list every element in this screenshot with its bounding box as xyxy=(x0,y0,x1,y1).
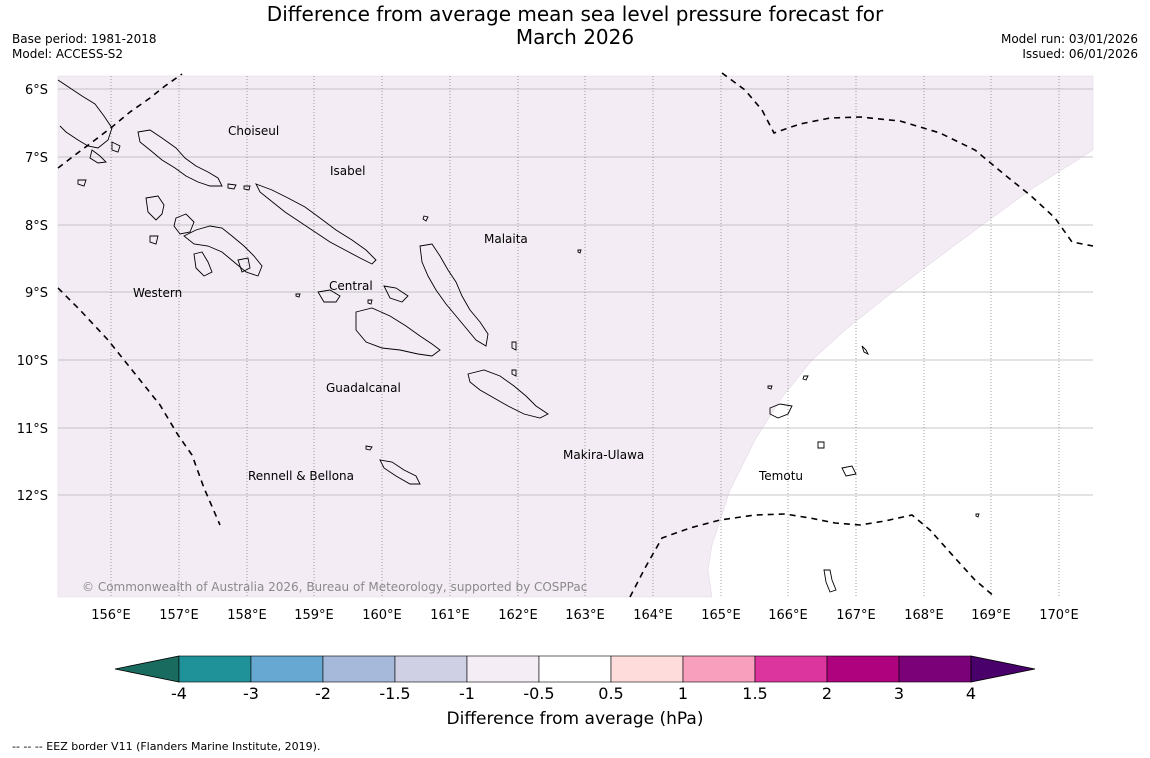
lat-axis: 6°S 7°S 8°S 9°S 10°S 11°S 12°S xyxy=(17,83,48,504)
colorbar-extend-low xyxy=(114,655,180,683)
lon-label: 168°E xyxy=(904,608,944,623)
colorbar-segment xyxy=(250,655,324,683)
lon-label: 159°E xyxy=(294,608,334,623)
colorbar-segment xyxy=(538,655,612,683)
label-temotu: Temotu xyxy=(758,469,803,483)
lat-label: 6°S xyxy=(25,83,48,98)
colorbar-segment xyxy=(826,655,900,683)
label-choiseul: Choiseul xyxy=(228,124,279,138)
colorbar-tick-label: 4 xyxy=(966,684,976,700)
colorbar-tick-label: 3 xyxy=(894,684,904,700)
colorbar-tick-label: 2 xyxy=(822,684,832,700)
lon-label: 164°E xyxy=(633,608,673,623)
label-central: Central xyxy=(329,279,373,293)
label-makira-ulawa: Makira-Ulawa xyxy=(563,448,644,462)
lon-label: 161°E xyxy=(430,608,470,623)
model-name: Model: ACCESS-S2 xyxy=(12,47,124,61)
colorbar-segment xyxy=(898,655,972,683)
copyright-notice: © Commonwealth of Australia 2026, Bureau… xyxy=(82,580,588,594)
base-period: Base period: 1981-2018 xyxy=(12,32,157,46)
colorbar-segment xyxy=(178,655,252,683)
colorbar-tick-label: -3 xyxy=(243,684,259,700)
lon-label: 169°E xyxy=(971,608,1011,623)
eez-legend-note: -- -- -- EEZ border V11 (Flanders Marine… xyxy=(12,740,321,753)
colorbar-extend-high xyxy=(970,655,1036,683)
lon-label: 167°E xyxy=(836,608,876,623)
label-guadalcanal: Guadalcanal xyxy=(326,381,401,395)
chart-title: Difference from average mean sea level p… xyxy=(0,3,1150,49)
meta-left: Base period: 1981-2018 Model: ACCESS-S2 xyxy=(12,32,157,62)
label-rennell-bellona: Rennell & Bellona xyxy=(248,469,354,483)
colorbar-tick-label: 0.5 xyxy=(598,684,623,700)
colorbar-segment xyxy=(754,655,828,683)
title-line-1: Difference from average mean sea level p… xyxy=(266,2,884,26)
lat-gridlines xyxy=(58,88,1093,496)
lat-label: 9°S xyxy=(25,286,48,301)
label-malaita: Malaita xyxy=(484,232,528,246)
label-western: Western xyxy=(133,286,182,300)
colorbar-tick-label: -1 xyxy=(459,684,475,700)
colorbar-tick-label: -1.5 xyxy=(379,684,410,700)
label-isabel: Isabel xyxy=(330,164,365,178)
lon-label: 157°E xyxy=(159,608,199,623)
region-labels: Choiseul Isabel Malaita Western Central … xyxy=(133,124,803,483)
lat-label: 12°S xyxy=(17,489,48,504)
map-area: Choiseul Isabel Malaita Western Central … xyxy=(57,72,1094,598)
eez-borders xyxy=(57,72,1094,598)
model-run: Model run: 03/01/2026 xyxy=(1000,32,1138,46)
colorbar-segment xyxy=(610,655,684,683)
lon-axis: 156°E 157°E 158°E 159°E 160°E 161°E 162°… xyxy=(91,608,1079,623)
lon-label: 156°E xyxy=(91,608,131,623)
colorbar-tick-label: -0.5 xyxy=(523,684,554,700)
lat-label: 7°S xyxy=(25,151,48,166)
coastlines xyxy=(57,79,980,593)
lat-label: 10°S xyxy=(17,354,48,369)
colorbar-segment xyxy=(394,655,468,683)
lat-label: 11°S xyxy=(17,422,48,437)
lon-label: 162°E xyxy=(498,608,538,623)
lon-label: 163°E xyxy=(565,608,605,623)
colorbar-tick-label: -2 xyxy=(315,684,331,700)
lat-label: 8°S xyxy=(25,219,48,234)
meta-right: Model run: 03/01/2026 Issued: 06/01/2026 xyxy=(1001,32,1138,62)
colorbar-segment xyxy=(682,655,756,683)
colorbar: -4 -3 -2 -1.5 -1 -0.5 0.5 1 1.5 2 3 4 xyxy=(114,655,1036,700)
colorbar-segment xyxy=(322,655,396,683)
lon-label: 160°E xyxy=(362,608,402,623)
colorbar-segment xyxy=(466,655,540,683)
issued-date: Issued: 06/01/2026 xyxy=(1022,47,1138,61)
pressure-anomaly-shading xyxy=(57,75,1094,598)
lon-label: 170°E xyxy=(1039,608,1079,623)
colorbar-label: Difference from average (hPa) xyxy=(446,709,704,729)
map-svg: Choiseul Isabel Malaita Western Central … xyxy=(17,72,1094,700)
lon-label: 158°E xyxy=(227,608,267,623)
colorbar-tick-label: 1.5 xyxy=(742,684,767,700)
title-line-2: March 2026 xyxy=(515,25,635,49)
colorbar-tick-label: -4 xyxy=(171,684,187,700)
lon-label: 166°E xyxy=(768,608,808,623)
lon-label: 165°E xyxy=(701,608,741,623)
colorbar-tick-label: 1 xyxy=(678,684,688,700)
